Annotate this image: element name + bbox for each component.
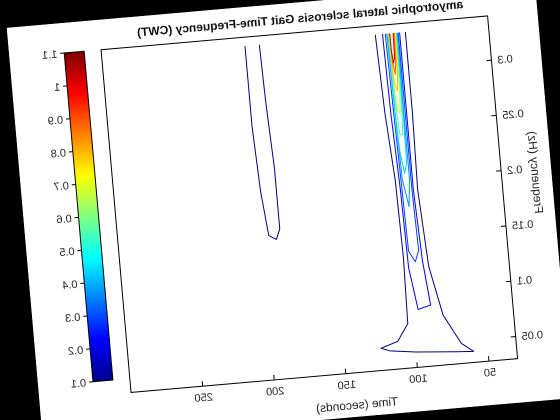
colorbar-tick-label-8: 0.9 [47, 114, 63, 127]
colorbar-tick-label-7: 0.8 [50, 147, 66, 160]
colorbar-tick-label-6: 0.7 [53, 180, 69, 193]
x-tick-label-1: 100 [409, 373, 428, 387]
x-tick-label-0: 50 [483, 367, 496, 380]
contour-line-0 [374, 32, 475, 353]
y-axis-ticks: 0.05 0.1 0.15 0.2 0.25 0.3 [486, 53, 544, 343]
colorbar-ticks: 0.1 0.2 0.3 0.4 0.5 0.6 0.7 0.8 0.9 1 1.1 [42, 49, 94, 391]
x-tick-label-4: 250 [194, 391, 213, 405]
colorbar-tick-label-10: 1.1 [42, 49, 58, 62]
colorbar-tick-label-0: 0.1 [70, 377, 86, 390]
colorbar-tick-label-4: 0.5 [59, 246, 75, 259]
y-tick-label-3: 0.2 [507, 164, 523, 177]
colorbar-tick-label-1: 0.2 [67, 344, 83, 357]
chart-figure: amyotrophic lateral sclerosis Gait Time-… [6, 0, 560, 420]
x-tick-label-3: 200 [266, 385, 285, 399]
y-tick-label-5: 0.3 [497, 53, 513, 66]
figure-background [6, 0, 560, 420]
plot-frame [100, 15, 519, 393]
contour-line-10 [389, 33, 396, 64]
colorbar-tick-label-3: 0.4 [62, 279, 78, 292]
y-tick-label-4: 0.25 [502, 108, 524, 122]
x-axis-ticks: 50 100 150 200 250 [194, 356, 497, 405]
colorbar-tick-label-2: 0.3 [65, 312, 81, 325]
contour-line-7 [388, 32, 401, 114]
colorbar-tick-label-9: 1 [54, 81, 61, 93]
x-tick-label-2: 150 [337, 379, 356, 393]
contour-line-1 [244, 44, 281, 240]
y-tick-label-2: 0.15 [511, 219, 533, 233]
chart-svg: amyotrophic lateral sclerosis Gait Time-… [6, 0, 560, 420]
colorbar-tick-label-5: 0.6 [56, 213, 72, 226]
contour-line-3 [384, 32, 420, 263]
y-tick-label-0: 0.05 [521, 329, 543, 343]
contour-layer [244, 32, 475, 353]
contour-line-2 [381, 32, 432, 310]
contour-line-8 [388, 32, 398, 92]
contour-line-5 [386, 32, 408, 175]
y-tick-label-1: 0.1 [516, 274, 532, 287]
contour-line-6 [387, 32, 404, 136]
